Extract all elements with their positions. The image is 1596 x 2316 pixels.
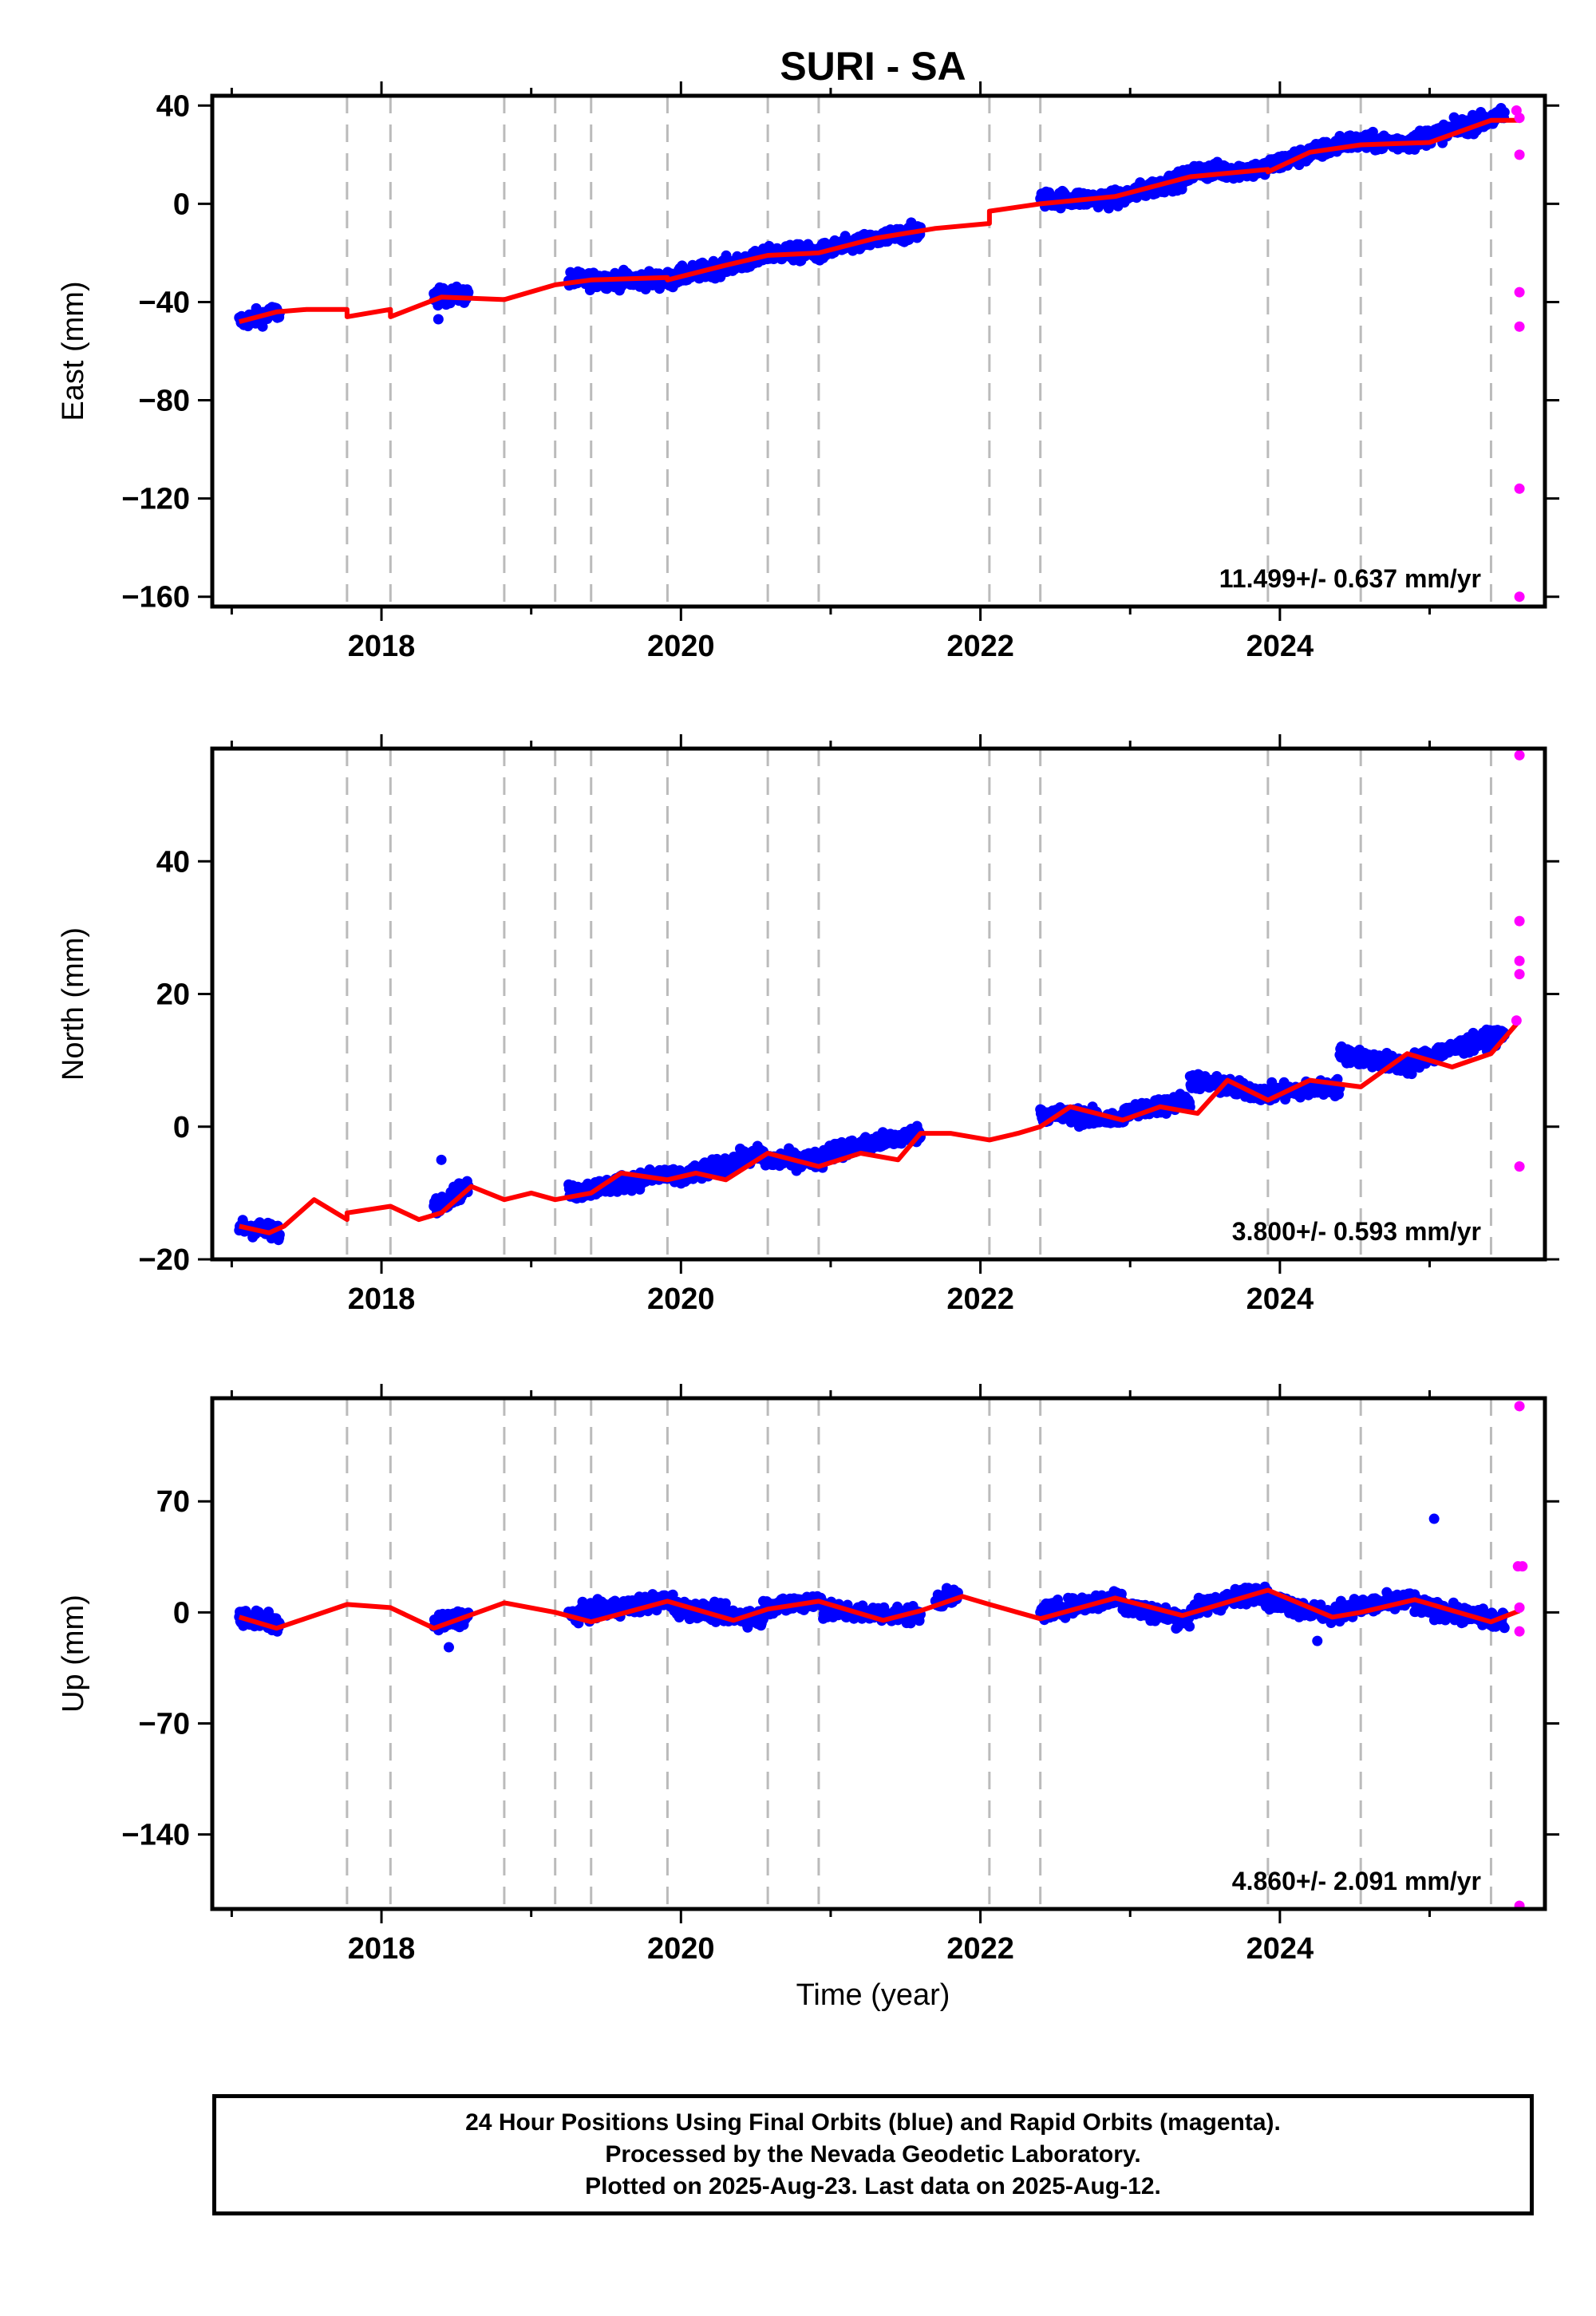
final-point <box>1499 107 1510 118</box>
x-tick-label: 2024 <box>1246 1932 1314 1966</box>
rapid-orbit-point <box>1514 1401 1525 1412</box>
x-tick-label: 2018 <box>348 1282 416 1316</box>
y-tick-label: −70 <box>139 1707 190 1741</box>
x-tick-label: 2024 <box>1246 630 1314 663</box>
rapid-orbit-point <box>1511 1015 1522 1026</box>
y-tick-label: 0 <box>173 188 190 221</box>
rapid-orbit-point <box>1514 1602 1525 1613</box>
y-tick-label: −160 <box>121 581 190 615</box>
panel-east: 2018 2020 2022 2024 40 0 −40 −80 −120 −160 East (m… <box>57 81 1559 663</box>
y-tick-label: 40 <box>156 89 190 123</box>
x-tick-label: 2022 <box>946 630 1014 663</box>
rapid-orbit-point <box>1514 749 1525 761</box>
y-tick-label: −20 <box>139 1243 190 1277</box>
panel-frame <box>210 93 1547 609</box>
final-orbit-points <box>234 1513 1510 1653</box>
x-tick-label: 2020 <box>647 1282 715 1316</box>
rapid-orbit-point <box>1514 483 1525 494</box>
rapid-orbit-point <box>1514 321 1525 332</box>
velocity-annotation: 11.499+/- 0.637 mm/yr <box>1219 564 1481 593</box>
model-fit-line <box>239 117 1520 325</box>
x-tick-label: 2022 <box>946 1932 1014 1966</box>
y-axis-label: East (mm) <box>57 281 90 421</box>
x-tick-label: 2024 <box>1246 1282 1314 1316</box>
x-tick-label: 2018 <box>348 630 416 663</box>
caption-line-3: Plotted on 2025-Aug-23. Last data on 202… <box>585 2173 1161 2199</box>
final-outlier-point <box>433 314 444 325</box>
velocity-annotation: 3.800+/- 0.593 mm/yr <box>1232 1217 1481 1246</box>
velocity-annotation: 4.860+/- 2.091 mm/yr <box>1232 1867 1481 1895</box>
rapid-orbit-point <box>1514 1626 1525 1637</box>
final-outlier-point <box>443 1642 454 1653</box>
figure-title: SURI - SA <box>780 44 966 89</box>
y-axis-label: North (mm) <box>57 927 90 1081</box>
caption-line-1: 24 Hour Positions Using Final Orbits (bl… <box>465 2109 1281 2136</box>
y-axis-label: Up (mm) <box>57 1595 90 1713</box>
panel-frame <box>210 1396 1547 1911</box>
caption-line-2: Processed by the Nevada Geodetic Laborat… <box>605 2141 1141 2168</box>
rapid-orbit-point <box>1514 287 1525 298</box>
rapid-orbit-point <box>1514 113 1525 124</box>
final-outlier-point <box>1312 1635 1323 1646</box>
final-point <box>1184 1621 1195 1632</box>
time-series-figure: SURI - SA 2018 2020 2022 2024 40 0 −40 −80 −120 −… <box>57 44 1559 2012</box>
rapid-orbit-point <box>1514 1161 1525 1172</box>
final-orbit-points <box>234 1024 1510 1246</box>
y-tick-label: 20 <box>156 978 190 1012</box>
rapid-orbit-point <box>1514 955 1525 966</box>
rapid-orbit-point <box>1514 591 1525 603</box>
x-tick-label: 2020 <box>647 1932 715 1966</box>
y-tick-label: 0 <box>173 1111 190 1144</box>
model-fit-line <box>239 1018 1522 1235</box>
panel-up: 2018 2020 2022 2024 70 0 −70 −140 Up (mm) 4.860+/… <box>57 1384 1559 1966</box>
y-tick-label: −120 <box>121 483 190 516</box>
y-tick-label: −80 <box>139 385 190 418</box>
x-axis-label: Time (year) <box>796 1978 950 2012</box>
x-tick-label: 2022 <box>946 1282 1014 1316</box>
x-tick-label: 2018 <box>348 1932 416 1966</box>
model-fit-line <box>238 1587 1521 1631</box>
panel-north: 2018 2020 2022 2024 40 20 0 −20 North (mm) 3.800+… <box>57 734 1559 1316</box>
y-tick-label: −140 <box>121 1819 190 1852</box>
final-point <box>274 1229 285 1240</box>
final-point <box>257 321 268 332</box>
rapid-orbit-point <box>1514 915 1525 927</box>
rapid-orbit-point <box>1514 149 1525 160</box>
final-point <box>1499 1622 1510 1634</box>
final-outlier-point <box>1428 1513 1440 1524</box>
y-tick-label: 70 <box>156 1485 190 1519</box>
final-outlier-point <box>436 1154 447 1165</box>
y-tick-label: 0 <box>173 1596 190 1630</box>
x-tick-label: 2020 <box>647 630 715 663</box>
y-tick-label: 40 <box>156 845 190 879</box>
final-point <box>463 287 474 298</box>
rapid-orbit-point <box>1517 1561 1528 1572</box>
panels: 2018 2020 2022 2024 40 0 −40 −80 −120 −160 East (m… <box>57 81 1559 1966</box>
rapid-orbit-point <box>1514 969 1525 980</box>
y-tick-label: −40 <box>139 286 190 319</box>
final-orbit-points <box>234 103 1510 332</box>
panel-frame <box>210 746 1547 1262</box>
caption-box: 24 Hour Positions Using Final Orbits (bl… <box>212 2094 1534 2215</box>
